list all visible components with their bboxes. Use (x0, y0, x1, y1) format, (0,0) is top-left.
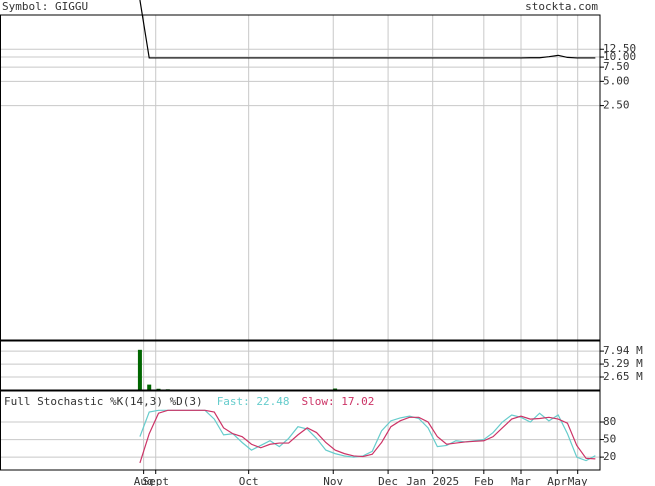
x-tick-label: Oct (239, 475, 259, 486)
stochastic-title: Full Stochastic %K(14,3) %D(3) (4, 395, 203, 408)
x-tick-label: Aug (134, 475, 154, 486)
x-tick-label: Mar (511, 475, 531, 486)
x-tick-label: Nov (323, 475, 343, 486)
volume-bar (147, 384, 152, 390)
y-tick-label: 12.50 (603, 42, 636, 55)
y-tick-label: 20 (603, 450, 616, 463)
y-tick-label: 5.00 (603, 74, 630, 87)
legend-label: Slow: 17.02 (302, 395, 375, 408)
y-tick-label: 7.50 (603, 60, 630, 73)
x-tick-label: Feb (474, 475, 494, 486)
panel-frame (0, 340, 601, 391)
panel-frame (0, 14, 601, 341)
symbol: Symbol: GIGGU (2, 0, 88, 13)
y-tick-label: 10.00 (603, 50, 636, 63)
y-tick-label: 5.29 M (603, 357, 643, 370)
y-tick-label: 2.50 (603, 99, 630, 112)
x-tick-label: Apr (547, 475, 567, 486)
price-line (139, 0, 596, 59)
x-tick-label: Sept (142, 475, 169, 486)
site: stockta.com (525, 0, 598, 13)
y-tick-label: 50 (603, 433, 616, 446)
y-tick-label: 2.65 M (603, 370, 643, 383)
legend-label: Fast: 22.48 (217, 395, 290, 408)
volume-bar (137, 349, 142, 390)
x-tick-label: Dec (378, 475, 398, 486)
y-tick-label: 7.94 M (603, 344, 643, 357)
panel-frame (0, 390, 601, 471)
y-tick-label: 80 (603, 415, 616, 428)
stochastic-line (139, 409, 596, 464)
x-tick-label: Jan 2025 (406, 475, 459, 486)
volume-bar (156, 388, 161, 390)
x-tick-label: May (568, 475, 588, 486)
volume-bar (333, 388, 338, 390)
